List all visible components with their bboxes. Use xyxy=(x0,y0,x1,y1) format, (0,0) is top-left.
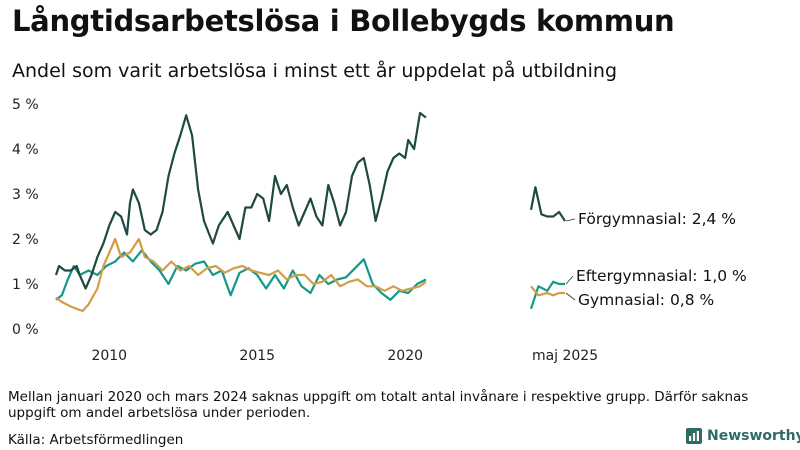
series-forgymnasial-line xyxy=(54,111,427,290)
leader-line xyxy=(565,292,576,301)
y-tick-label: 5 % xyxy=(12,97,39,113)
x-tick-label: maj 2025 xyxy=(532,348,598,364)
end-label-gymnasial: Gymnasial: 0,8 % xyxy=(578,291,714,309)
y-tick-label: 1 % xyxy=(12,277,39,293)
series-gymnasial-line xyxy=(55,237,427,313)
series-forgymnasial-line xyxy=(529,186,566,222)
x-tick-label: 2015 xyxy=(239,348,275,364)
x-tick-label: 2010 xyxy=(91,348,127,364)
footnote: Mellan januari 2020 och mars 2024 saknas… xyxy=(8,389,749,421)
leader-line xyxy=(565,275,574,285)
brand-logo[interactable]: Newsworthy xyxy=(686,428,800,444)
y-tick-label: 4 % xyxy=(12,142,39,158)
series-gymnasial-line xyxy=(530,285,565,297)
x-tick-label: 2020 xyxy=(387,348,423,364)
brand-name: Newsworthy xyxy=(707,428,800,444)
y-tick-label: 0 % xyxy=(12,322,39,338)
end-label-eftergymnasial: Eftergymnasial: 1,0 % xyxy=(576,267,747,285)
newsworthy-logo-icon xyxy=(686,428,702,444)
series-eftergymnasial-line xyxy=(529,280,565,310)
series-eftergymnasial-line xyxy=(55,249,427,301)
y-tick-label: 3 % xyxy=(12,187,39,203)
chart-subtitle: Andel som varit arbetslösa i minst ett å… xyxy=(12,60,618,82)
leader-line xyxy=(565,218,576,222)
source-text: Källa: Arbetsförmedlingen xyxy=(8,432,184,448)
y-tick-label: 2 % xyxy=(12,232,39,248)
chart-title: Långtidsarbetslösa i Bollebygds kommun xyxy=(12,4,675,38)
end-label-forgymnasial: Förgymnasial: 2,4 % xyxy=(578,210,736,228)
